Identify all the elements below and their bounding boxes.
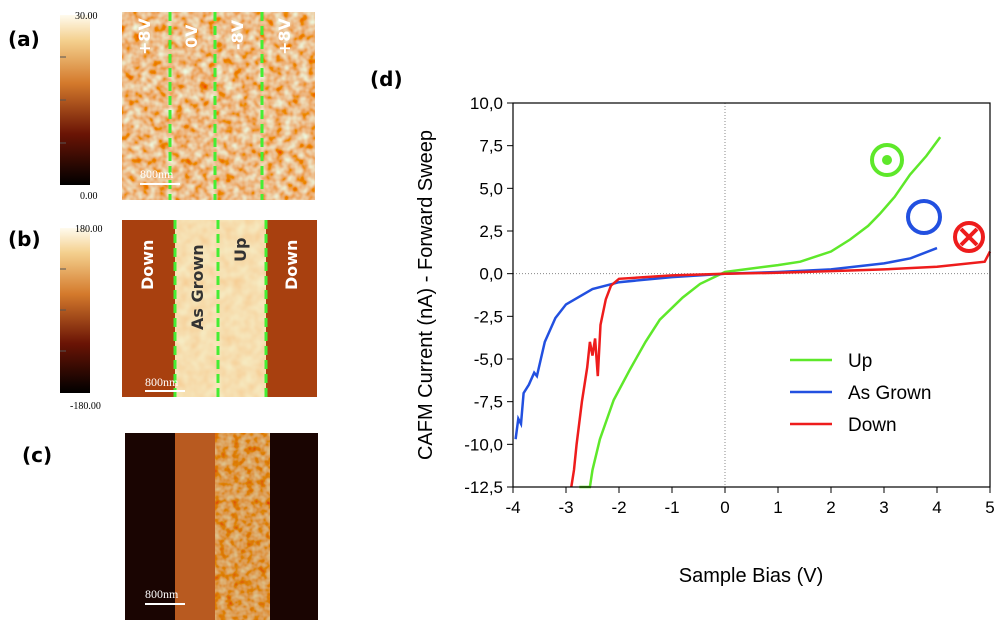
afm-texture (122, 12, 315, 200)
symbol-up-dot (882, 155, 892, 165)
legend-label: Down (848, 415, 897, 436)
x-tick-label: -2 (611, 498, 626, 517)
image-label: 0V (182, 24, 201, 48)
y-tick-label: 5,0 (479, 179, 503, 198)
x-axis-label: Sample Bias (V) (679, 565, 824, 587)
colorbar-label: 30.00 (75, 11, 98, 22)
x-tick-label: 4 (932, 498, 941, 517)
image-label: +8V (275, 17, 294, 55)
x-tick-label: 0 (720, 498, 729, 517)
y-tick-label: 7,5 (479, 137, 503, 156)
y-tick-label: -12,5 (464, 478, 503, 497)
panel-label: (d) (370, 67, 403, 91)
y-axis-label: CAFM Current (nA) - Forward Sweep (415, 130, 437, 460)
y-tick-label: 0,0 (479, 265, 503, 284)
symbol-up (870, 143, 904, 177)
image-label: As Grown (188, 244, 207, 330)
series-line (579, 136, 942, 489)
symbol-down-cross (959, 227, 979, 247)
scale-bar-label: 800nm (140, 167, 174, 181)
plot: -4 -3 -2 -1 0 1 2 3 4 5 -12,5 -10,0 -7,5 -5,0 -2,5 0,0 2… (464, 94, 994, 517)
series-line (514, 246, 938, 440)
symbol-asgrown (906, 199, 942, 235)
x-tick-label: -3 (558, 498, 573, 517)
x-tick-label: -4 (505, 498, 520, 517)
image-label: Down (138, 240, 157, 290)
x-tick-label: 5 (985, 498, 994, 517)
afm-texture (215, 433, 270, 620)
colorbar-label: -180.00 (70, 401, 101, 412)
y-tick-label: -10,0 (464, 435, 503, 454)
panel-label: (c) (22, 443, 52, 467)
image-label: +8V (135, 17, 154, 55)
y-tick-label: -7,5 (474, 393, 503, 412)
colorbar-label: 180.00 (75, 224, 103, 235)
y-tick-label: 2,5 (479, 222, 503, 241)
x-tick-label: -1 (664, 498, 679, 517)
y-tick-label: -5,0 (474, 350, 503, 369)
symbol-down (953, 221, 985, 253)
plot-frame (512, 102, 991, 488)
y-tick-label: 10,0 (470, 94, 503, 113)
scale-bar-label: 800nm (145, 587, 179, 601)
legend-label: As Grown (848, 383, 931, 404)
image-label: Up (231, 238, 250, 262)
panel-label: (b) (8, 227, 41, 251)
colorbar-label: 0.00 (80, 191, 98, 202)
panel-label: (a) (8, 27, 40, 51)
image-label: Down (282, 240, 301, 290)
x-tick-label: 2 (826, 498, 835, 517)
domain-lines (173, 220, 268, 397)
image-label: -8V (228, 19, 247, 50)
x-tick-label: 3 (879, 498, 888, 517)
colorbar-ticks (60, 56, 66, 144)
y-tick-label: -2,5 (474, 307, 503, 326)
scale-bar-label: 800nm (145, 375, 179, 389)
afm-texture (175, 220, 266, 397)
x-tick-label: 1 (773, 498, 782, 517)
legend-label: Up (848, 351, 872, 372)
colorbar-ticks (60, 268, 66, 352)
domain-lines (168, 12, 264, 200)
series-line (570, 250, 992, 488)
